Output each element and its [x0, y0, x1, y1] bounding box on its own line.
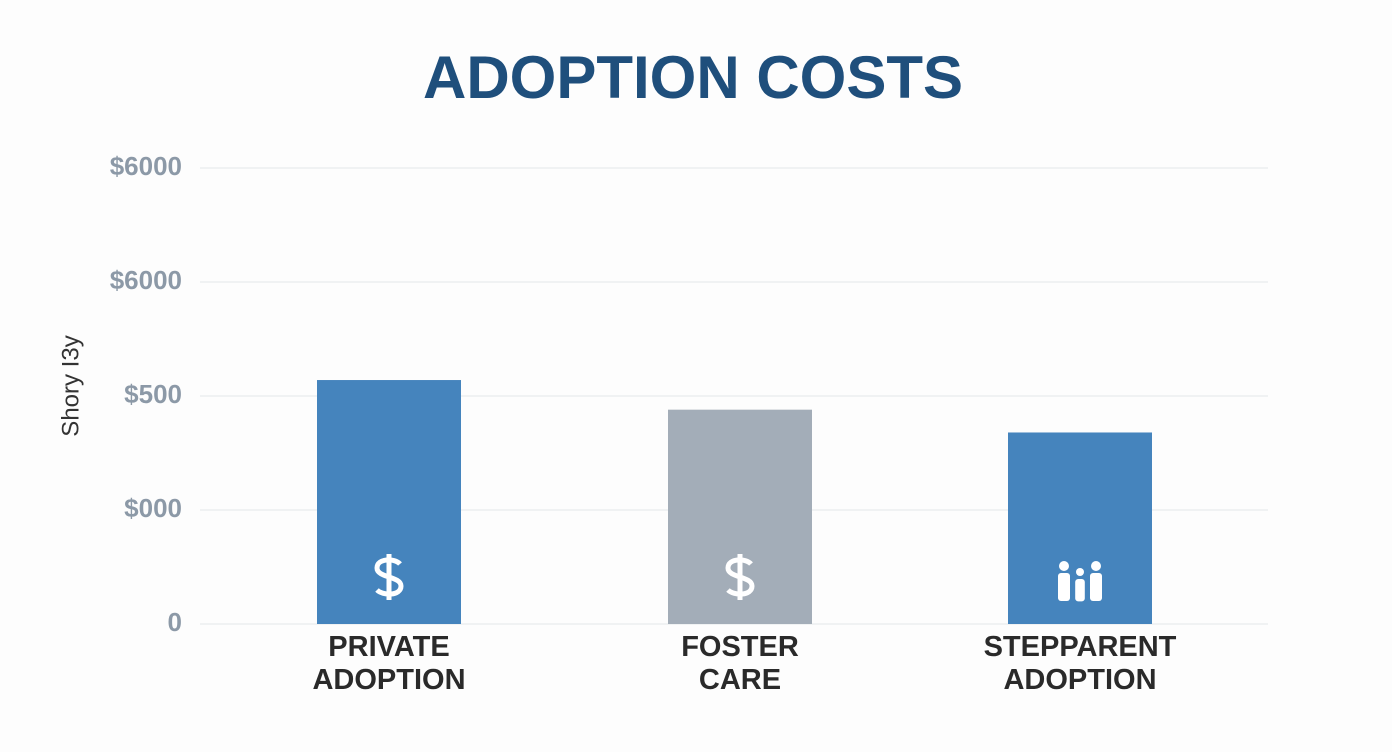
person-head [1059, 561, 1069, 571]
person-head [1091, 561, 1101, 571]
family-icon [1058, 561, 1102, 602]
chart-title: ADOPTION COSTS [423, 44, 963, 111]
x-tick-label: STEPPARENT ADOPTION [984, 631, 1177, 696]
y-axis-label: Shory I3y [57, 335, 84, 436]
y-tick-label: 0 [168, 607, 182, 637]
x-tick-label: FOSTER CARE [681, 631, 799, 696]
x-tick-label: PRIVATE ADOPTION [312, 631, 465, 696]
person-body [1090, 573, 1102, 601]
person-head [1076, 568, 1084, 576]
person-body [1058, 573, 1070, 601]
person-body [1075, 579, 1085, 602]
y-tick-label: $6000 [110, 151, 182, 181]
y-tick-label: $500 [124, 379, 182, 409]
dollar-icon [725, 554, 755, 600]
dollar-icon [374, 554, 404, 600]
y-tick-label: $6000 [110, 265, 182, 295]
y-tick-label: $000 [124, 493, 182, 523]
